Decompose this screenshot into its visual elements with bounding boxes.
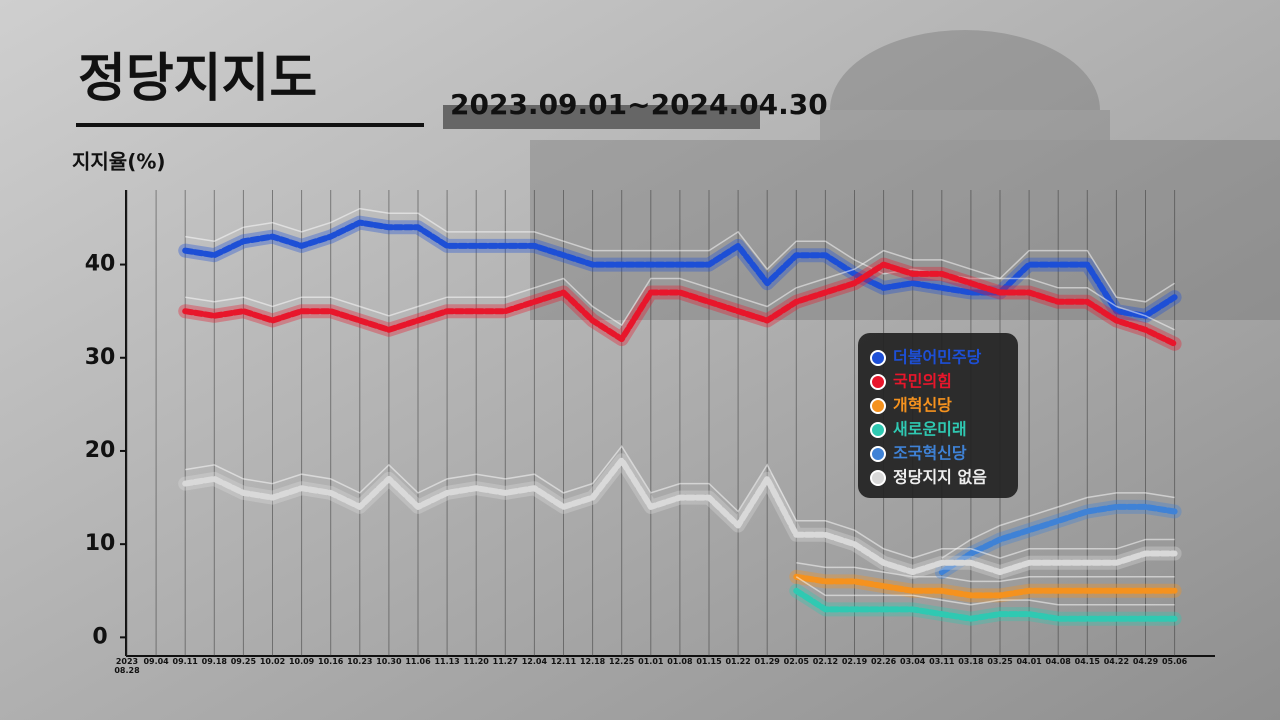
legend-label: 개혁신당 [893, 396, 952, 415]
x-tick-label: 03.25 [987, 657, 1013, 666]
legend-marker [870, 398, 886, 414]
x-tick-label: 04.29 [1132, 657, 1159, 666]
x-tick-label: 2023 08.28 [114, 657, 140, 675]
subtitle-bg [443, 105, 760, 129]
x-tick-label: 04.22 [1103, 657, 1130, 666]
x-tick-label: 12.25 [609, 657, 635, 666]
legend-label: 더불어민주당 [893, 348, 982, 367]
x-tick-label: 09.18 [201, 657, 227, 666]
x-tick-label: 11.06 [405, 657, 431, 666]
legend-label: 새로운미래 [893, 420, 967, 439]
legend-marker [870, 422, 886, 438]
x-tick-label: 01.29 [754, 657, 780, 666]
x-tick-label: 10.30 [376, 657, 402, 666]
legend-label: 정당지지 없음 [893, 468, 987, 487]
y-axis-label: 지지율(%) [72, 150, 166, 174]
x-tick-label: 02.05 [783, 657, 809, 666]
series-outline [185, 444, 1175, 559]
x-tick-label: 11.20 [463, 657, 489, 666]
x-tick-label: 11.13 [434, 657, 460, 666]
x-tick-label: 09.04 [143, 657, 169, 666]
x-tick-label: 03.04 [900, 657, 926, 666]
x-tick-label: 04.15 [1074, 657, 1100, 666]
series-line [793, 573, 1178, 599]
x-tick-label: 10.02 [259, 657, 286, 666]
legend-box [858, 333, 1018, 498]
x-tick-label: 04.08 [1045, 657, 1071, 666]
x-tick-label: 03.11 [929, 657, 955, 666]
x-tick-label: 09.25 [230, 657, 257, 666]
series-outline [795, 576, 1175, 606]
legend-marker [870, 374, 886, 390]
x-tick-label: 12.11 [550, 657, 577, 666]
x-tick-label: 02.19 [841, 657, 868, 666]
x-tick-label: 02.26 [870, 657, 897, 666]
series-outline [185, 207, 1176, 303]
title: 정당지지도 [78, 49, 317, 109]
x-tick-label: 01.22 [725, 657, 751, 666]
y-tick-label: 0 [92, 624, 107, 649]
x-tick-label: 05.06 [1161, 657, 1188, 666]
series-outline [185, 249, 1175, 331]
title-underline [76, 123, 424, 127]
y-tick-label: 30 [85, 345, 116, 370]
x-tick-label: 10.09 [288, 657, 315, 666]
subtitle: 2023.09.01~2024.04.30 [450, 88, 828, 121]
x-tick-label: 01.01 [638, 657, 664, 666]
x-tick-label: 01.08 [667, 657, 693, 666]
y-tick-label: 20 [85, 438, 116, 463]
x-tick-label: 10.23 [347, 657, 373, 666]
legend-marker [870, 350, 886, 366]
x-tick-label: 10.16 [318, 657, 344, 666]
x-tick-label: 02.12 [812, 657, 839, 666]
x-tick-label: 12.18 [579, 657, 606, 666]
y-tick-label: 10 [85, 531, 116, 556]
legend-marker [870, 470, 886, 486]
series-line [182, 219, 1178, 319]
series-line [793, 587, 1178, 622]
x-tick-label: 12.04 [521, 657, 548, 666]
series-outline [941, 492, 1175, 559]
x-tick-label: 01.15 [696, 657, 722, 666]
x-tick-label: 03.18 [958, 657, 984, 666]
x-tick-label: 09.11 [172, 657, 198, 666]
legend-label: 국민의힘 [893, 372, 952, 391]
series-line [182, 457, 1178, 576]
y-tick-label: 40 [85, 252, 116, 277]
series-line [182, 261, 1178, 347]
x-tick-label: 11.27 [492, 657, 518, 666]
legend-label: 조국혁신당 [893, 444, 967, 463]
series-line [938, 503, 1178, 576]
x-tick-label: 04.01 [1016, 657, 1042, 666]
legend-marker [870, 446, 886, 462]
series-outline [796, 562, 1175, 583]
